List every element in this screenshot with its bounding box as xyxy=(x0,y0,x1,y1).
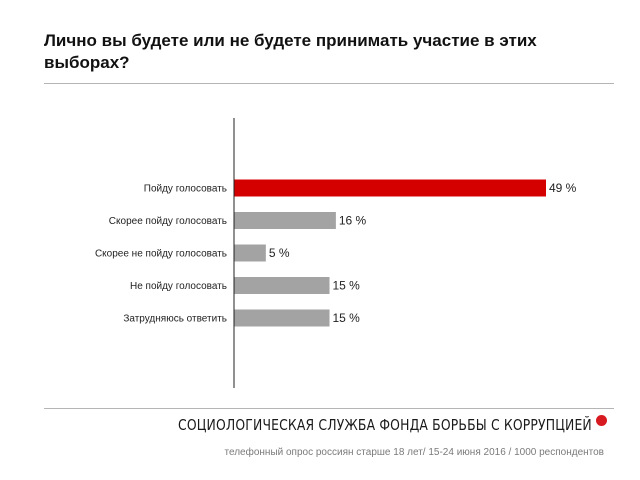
organization-name: СОЦИОЛОГИЧЕСКАЯ СЛУЖБА ФОНДА БОРЬБЫ С КО… xyxy=(178,416,592,434)
value-label: 15 % xyxy=(333,279,361,293)
bar xyxy=(234,244,266,262)
category-label: Не пойду голосовать xyxy=(130,281,227,292)
bottom-divider xyxy=(44,408,614,409)
category-label: Пойду голосовать xyxy=(144,184,227,195)
value-label: 16 % xyxy=(339,214,367,228)
bar xyxy=(234,179,546,197)
top-divider xyxy=(44,83,614,84)
chart-title: Лично вы будете или не будете принимать … xyxy=(44,31,537,72)
survey-footnote: телефонный опрос россиян старше 18 лет/ … xyxy=(224,447,604,458)
category-label: Скорее пойду голосовать xyxy=(109,216,227,227)
bar xyxy=(234,212,336,229)
brand-dot xyxy=(596,415,607,426)
category-label: Затрудняюсь ответить xyxy=(123,314,227,325)
value-label: 5 % xyxy=(269,246,290,260)
bar xyxy=(234,309,330,327)
category-label: Скорее не пойду голосовать xyxy=(95,249,227,260)
bar xyxy=(234,277,330,294)
value-label: 15 % xyxy=(333,311,361,325)
value-label: 49 % xyxy=(549,181,577,195)
